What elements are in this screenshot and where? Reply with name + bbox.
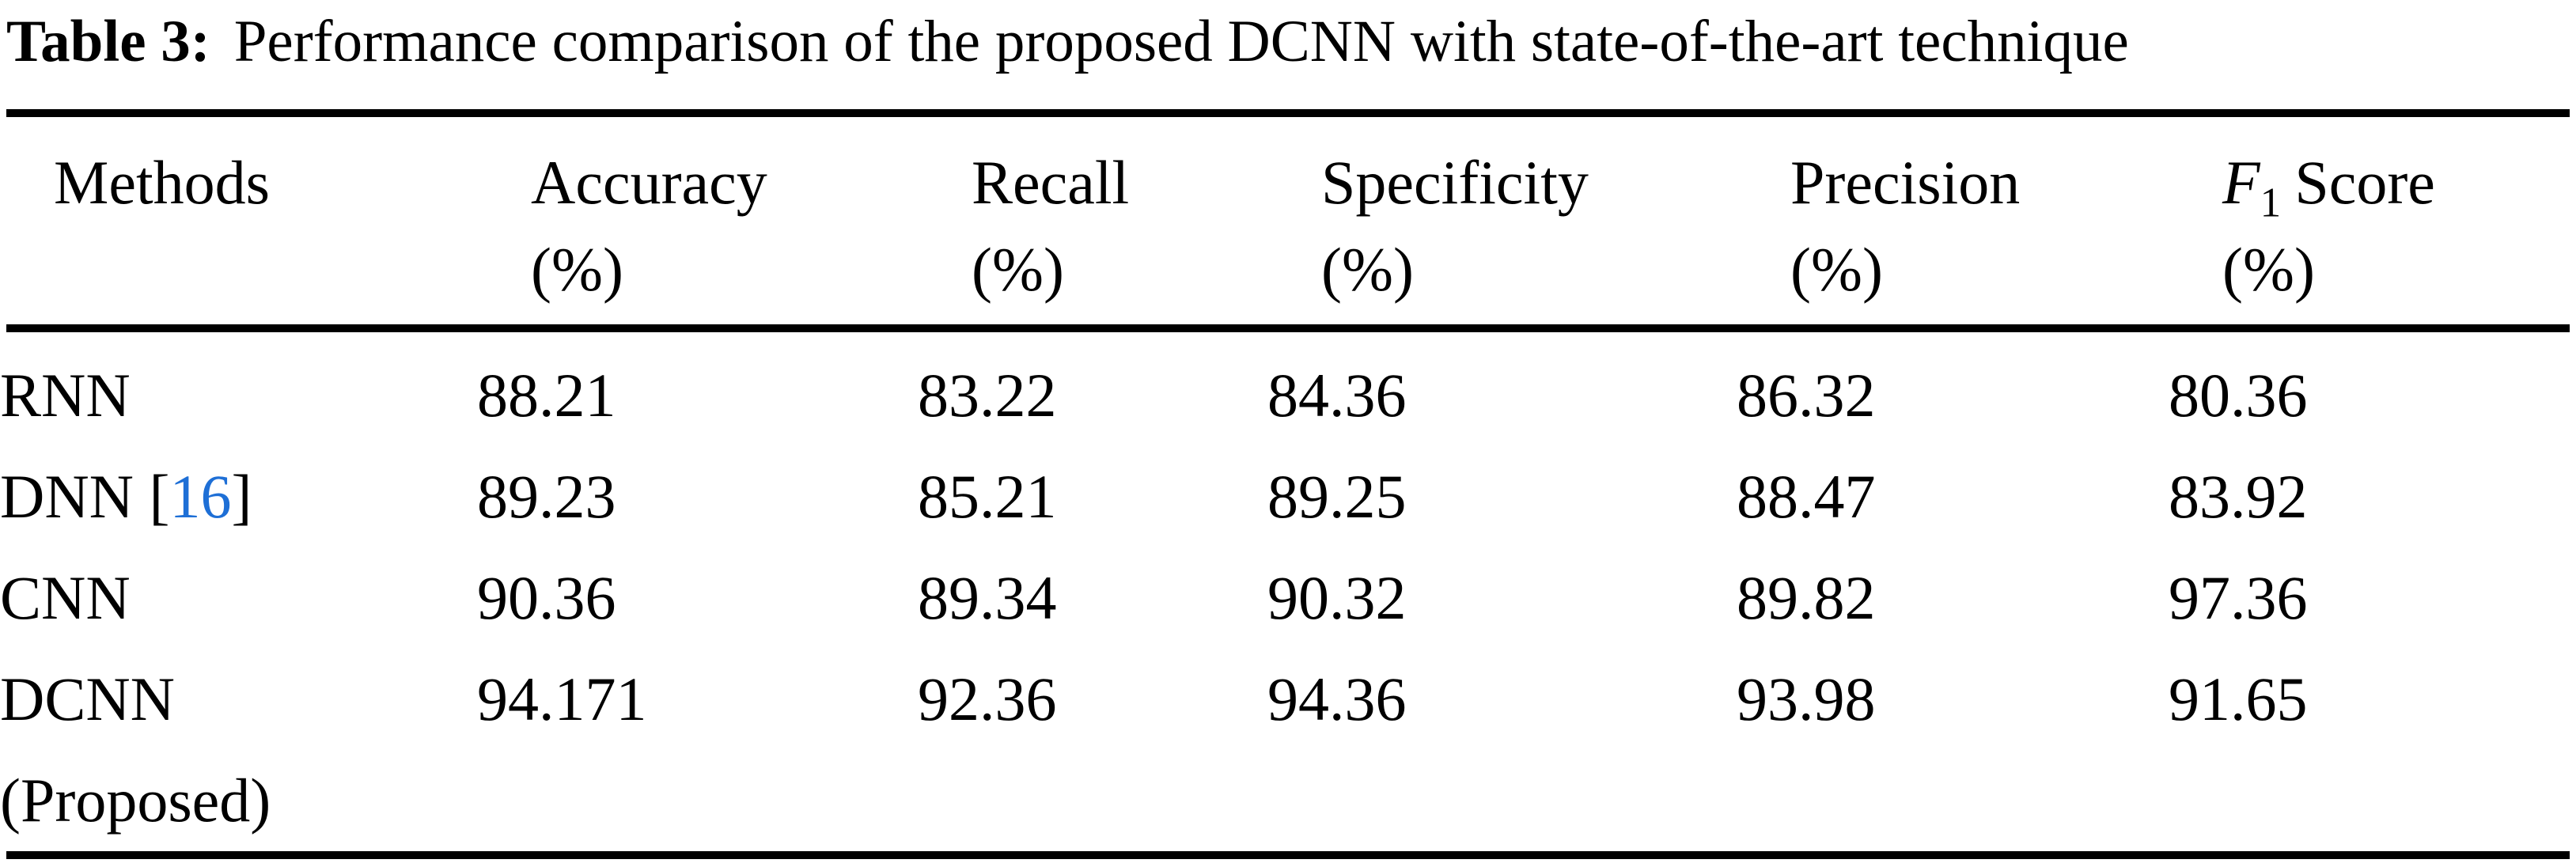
- column-header-recall: Recall (%): [972, 139, 1321, 313]
- method-cell: DCNN (Proposed): [0, 649, 477, 851]
- specificity-cell: 90.32: [1267, 563, 1407, 632]
- column-header-title: Methods: [54, 148, 270, 217]
- method-cell: RNN: [0, 361, 131, 430]
- citation-bracket-close: ]: [231, 462, 252, 531]
- precision-cell: 89.82: [1737, 563, 1876, 632]
- column-header-methods: Methods: [54, 139, 531, 226]
- recall-cell: 89.34: [918, 563, 1057, 632]
- f1-cell: 83.92: [2169, 462, 2308, 531]
- column-header-specificity: Specificity (%): [1321, 139, 1790, 313]
- method-cell: CNN: [0, 563, 131, 632]
- table-top-rule: [6, 109, 2570, 117]
- column-header-unit: (%): [2222, 235, 2315, 304]
- column-header-title: F1 Score: [2222, 139, 2570, 226]
- column-header-unit: (%): [1790, 235, 1883, 304]
- column-header-unit: (%): [972, 235, 1064, 304]
- recall-cell: 85.21: [918, 462, 1057, 531]
- f1-cell: 80.36: [2169, 361, 2308, 430]
- method-note: (Proposed): [0, 766, 271, 835]
- table-header-rule: [6, 324, 2570, 332]
- citation-bracket-open: [: [149, 462, 170, 531]
- table-row-dcnn-proposed: DCNN (Proposed) 94.171 92.36 94.36 93.98…: [0, 649, 2576, 851]
- table-header-row: Methods Accuracy (%) Recall (%) Specific…: [54, 117, 2570, 313]
- column-header-title: Accuracy: [531, 148, 767, 217]
- table-bottom-rule: [6, 851, 2570, 859]
- column-header-precision: Precision (%): [1790, 139, 2222, 313]
- f1-cell: 91.65: [2169, 664, 2308, 733]
- method-label: DNN: [0, 462, 134, 531]
- specificity-cell: 94.36: [1267, 664, 1407, 733]
- precision-cell: 86.32: [1737, 361, 1876, 430]
- f1-word: Score: [2294, 148, 2435, 217]
- table-caption: Table 3: Performance comparison of the pr…: [0, 0, 2576, 78]
- method-cell: DNN [16]: [0, 446, 477, 547]
- citation-link-16[interactable]: 16: [169, 462, 232, 531]
- f1-subscript: 1: [2260, 180, 2282, 226]
- precision-cell: 93.98: [1737, 664, 1876, 733]
- column-header-title: Recall: [972, 148, 1130, 217]
- column-header-unit: (%): [1321, 235, 1414, 304]
- accuracy-cell: 90.36: [477, 563, 616, 632]
- method-label: DCNN: [0, 664, 176, 733]
- column-header-unit: (%): [531, 235, 623, 304]
- column-header-f1-score: F1 Score (%): [2222, 139, 2570, 313]
- recall-cell: 83.22: [918, 361, 1057, 430]
- specificity-cell: 84.36: [1267, 361, 1407, 430]
- table-caption-text: Performance comparison of the proposed D…: [233, 9, 2129, 74]
- column-header-accuracy: Accuracy (%): [531, 139, 972, 313]
- column-header-title: Specificity: [1321, 148, 1589, 217]
- accuracy-cell: 89.23: [477, 462, 616, 531]
- accuracy-cell: 94.171: [477, 664, 647, 733]
- recall-cell: 92.36: [918, 664, 1057, 733]
- f1-letter: F: [2222, 148, 2260, 217]
- table-caption-label: Table 3:: [6, 9, 210, 74]
- table-body: RNN 88.21 83.22 84.36 86.32 80.36 DNN [1…: [0, 332, 2576, 851]
- accuracy-cell: 88.21: [477, 361, 616, 430]
- specificity-cell: 89.25: [1267, 462, 1407, 531]
- table-row-rnn: RNN 88.21 83.22 84.36 86.32 80.36: [0, 345, 2576, 446]
- table-row-dnn: DNN [16] 89.23 85.21 89.25 88.47 83.92: [0, 446, 2576, 547]
- table-row-cnn: CNN 90.36 89.34 90.32 89.82 97.36: [0, 547, 2576, 649]
- column-header-title: Precision: [1790, 148, 2021, 217]
- precision-cell: 88.47: [1737, 462, 1876, 531]
- f1-cell: 97.36: [2169, 563, 2308, 632]
